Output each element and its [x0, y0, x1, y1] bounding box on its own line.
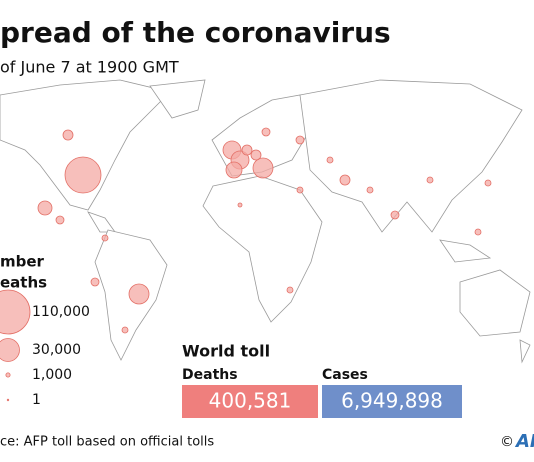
death-bubbles	[37, 127, 492, 334]
legend: 110,000 30,000 1,000 1	[0, 289, 90, 408]
toll-title: World toll	[182, 342, 270, 361]
legend-circle	[5, 372, 11, 378]
legend-circle	[6, 398, 10, 402]
cases-label: Cases	[322, 367, 368, 383]
logo: AF	[514, 431, 534, 452]
legend-label: 110,000	[32, 304, 90, 320]
title: pread of the coronavirus	[0, 16, 391, 49]
legend-circle	[0, 338, 20, 362]
legend-label: 1,000	[32, 367, 72, 383]
deaths-label: Deaths	[182, 367, 238, 383]
deaths-box	[182, 385, 318, 418]
deaths-value: 400,581	[209, 389, 292, 413]
cases-box	[322, 385, 462, 418]
legend-label: 30,000	[32, 342, 81, 358]
legend-label: 1	[32, 392, 41, 408]
legend-title: mber	[0, 253, 45, 271]
legend-circle	[0, 289, 31, 335]
copyright: ©	[500, 434, 514, 450]
source: ce: AFP toll based on official tolls	[0, 435, 214, 450]
world-map	[0, 79, 531, 364]
subtitle: of June 7 at 1900 GMT	[0, 58, 179, 77]
legend-title: eaths	[0, 274, 47, 292]
cases-value: 6,949,898	[341, 389, 443, 413]
